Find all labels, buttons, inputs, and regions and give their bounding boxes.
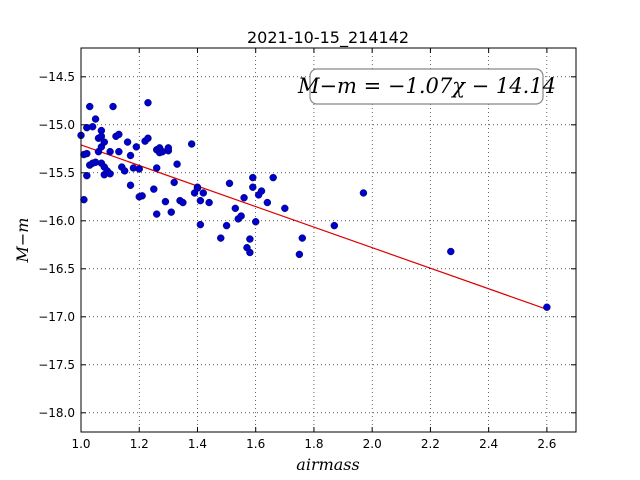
data-point bbox=[237, 212, 245, 220]
data-point bbox=[281, 204, 289, 213]
data-point bbox=[240, 194, 248, 202]
data-points bbox=[77, 99, 551, 311]
data-point bbox=[249, 183, 257, 191]
data-point bbox=[135, 165, 143, 173]
data-point bbox=[80, 195, 88, 204]
data-point bbox=[447, 247, 455, 256]
data-point bbox=[298, 234, 306, 242]
plot-area bbox=[81, 48, 576, 432]
y-tick-label: −17.0 bbox=[38, 310, 75, 324]
data-point bbox=[543, 303, 551, 311]
data-point bbox=[269, 173, 277, 182]
data-point bbox=[115, 147, 123, 156]
x-tick-label: 2.6 bbox=[537, 437, 556, 451]
fit-line-group bbox=[80, 144, 548, 310]
data-point bbox=[257, 187, 266, 195]
data-point bbox=[199, 189, 207, 197]
x-tick-label: 1.0 bbox=[71, 437, 90, 451]
data-point bbox=[330, 221, 339, 230]
data-point bbox=[83, 171, 91, 180]
y-tick-label: −18.0 bbox=[38, 406, 75, 420]
data-point bbox=[246, 248, 254, 257]
data-point bbox=[86, 102, 94, 111]
data-point bbox=[231, 204, 240, 213]
plot-frame bbox=[80, 47, 577, 433]
y-tick-labels: −14.5 −15.0 −15.5 −16.0 −16.5 −17.0 −17.5 −18.0 bbox=[38, 70, 75, 420]
data-point bbox=[120, 167, 129, 175]
x-tick-labels: 1.0 1.2 1.4 1.6 1.8 2.0 2.2 2.4 2.6 bbox=[71, 437, 556, 451]
annotation-box bbox=[309, 68, 544, 105]
data-point bbox=[144, 99, 152, 107]
chart-title: 2021-10-15_214142 bbox=[247, 28, 409, 48]
y-axis-label: M−m bbox=[13, 218, 32, 264]
data-point bbox=[100, 138, 108, 146]
data-point bbox=[83, 149, 91, 158]
data-point bbox=[295, 250, 304, 259]
data-point bbox=[263, 198, 272, 207]
y-tick-label: −16.5 bbox=[38, 262, 75, 276]
data-point bbox=[115, 130, 123, 139]
data-point bbox=[222, 221, 231, 230]
x-axis-label: airmass bbox=[296, 455, 359, 474]
x-tick-label: 2.4 bbox=[479, 437, 498, 451]
data-point bbox=[138, 192, 146, 200]
data-point bbox=[167, 208, 175, 216]
data-point bbox=[205, 198, 213, 207]
data-point bbox=[196, 196, 205, 205]
x-tick-label: 1.4 bbox=[188, 437, 207, 451]
data-point bbox=[109, 102, 117, 111]
data-point bbox=[153, 210, 161, 218]
y-tick-label: −17.5 bbox=[38, 358, 75, 372]
data-point bbox=[246, 235, 254, 243]
y-tick-label: −15.5 bbox=[38, 166, 75, 180]
y-tick-label: −16.0 bbox=[38, 214, 75, 228]
fit-line bbox=[80, 144, 548, 310]
x-tick-label: 2.0 bbox=[363, 437, 382, 451]
data-point bbox=[193, 184, 202, 192]
x-tick-label: 1.6 bbox=[246, 437, 265, 451]
data-point bbox=[88, 123, 97, 131]
data-point bbox=[106, 170, 114, 178]
y-tick-label: −15.0 bbox=[38, 118, 75, 132]
data-point bbox=[173, 160, 181, 168]
x-tick-label: 1.8 bbox=[304, 437, 323, 451]
data-point bbox=[252, 218, 260, 226]
data-point bbox=[91, 115, 100, 123]
data-point bbox=[187, 140, 196, 148]
data-point bbox=[150, 185, 158, 193]
x-tick-label: 1.2 bbox=[130, 437, 149, 451]
data-point bbox=[179, 198, 187, 207]
data-point bbox=[164, 144, 173, 152]
data-point bbox=[249, 173, 257, 182]
fit-annotation: M−m = −1.07χ − 14.14 bbox=[297, 68, 556, 105]
annotation-text: M−m = −1.07χ − 14.14 bbox=[297, 74, 556, 98]
data-point bbox=[161, 197, 170, 206]
x-tick-label: 2.2 bbox=[421, 437, 440, 451]
axis-ticks bbox=[80, 48, 576, 432]
data-point bbox=[196, 220, 205, 229]
y-tick-label: −14.5 bbox=[38, 70, 75, 84]
data-point bbox=[170, 178, 178, 187]
data-point bbox=[126, 151, 135, 160]
data-point bbox=[126, 181, 135, 189]
data-point bbox=[359, 189, 368, 197]
data-point bbox=[132, 143, 141, 151]
data-point bbox=[144, 134, 152, 142]
data-point bbox=[225, 179, 234, 188]
data-point bbox=[153, 164, 161, 172]
data-point bbox=[106, 147, 114, 156]
data-point bbox=[123, 138, 132, 146]
data-point bbox=[217, 234, 225, 242]
